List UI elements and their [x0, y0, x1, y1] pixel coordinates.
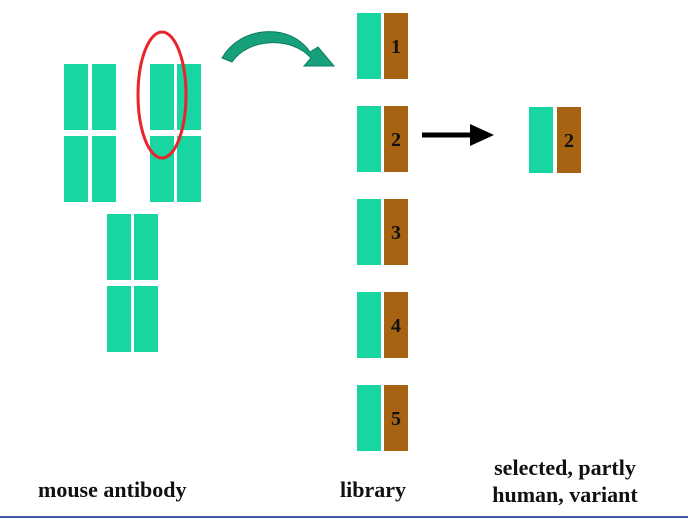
stem-lower-left [107, 286, 131, 352]
ellipse-highlight [136, 30, 188, 160]
library-item-label: 3 [391, 222, 401, 244]
library-item: 5 [357, 385, 408, 451]
right-arm-heavy-constant [150, 136, 174, 202]
right-arrow-icon [422, 124, 494, 146]
library-item: 4 [357, 292, 408, 358]
selected-human-segment [529, 107, 553, 173]
library-human-segment [357, 13, 381, 79]
caption-mouse-antibody: mouse antibody [38, 477, 187, 502]
library-item: 2 [357, 106, 408, 172]
left-arm-heavy-variable [64, 64, 88, 130]
library-item-label: 2 [391, 129, 401, 151]
left-arm-light-variable [92, 64, 116, 130]
mouse-antibody-structure [64, 64, 201, 352]
library-mouse-segment [384, 106, 408, 172]
library-mouse-segment [384, 385, 408, 451]
library-item-label: 5 [391, 408, 401, 430]
library-mouse-segment [384, 292, 408, 358]
library-human-segment [357, 292, 381, 358]
library-human-segment [357, 385, 381, 451]
selected-mouse-segment [557, 107, 581, 173]
left-arm-light-constant [92, 136, 116, 202]
library-stack: 1 2 3 4 5 [357, 13, 408, 451]
right-arm-light-constant [177, 136, 201, 202]
library-mouse-segment [384, 13, 408, 79]
curved-arrow-icon [221, 31, 336, 67]
right-arm-light-variable [177, 64, 201, 130]
library-human-segment [357, 106, 381, 172]
selected-variant: 2 [529, 107, 581, 173]
library-item-label: 4 [391, 315, 401, 337]
library-mouse-segment [384, 199, 408, 265]
caption-library: library [340, 477, 406, 502]
right-arm-heavy-variable [150, 64, 174, 130]
selected-label: 2 [564, 130, 574, 152]
library-item: 1 [357, 13, 408, 79]
stem-lower-right [134, 286, 158, 352]
caption-selected-line2: human, variant [492, 482, 638, 507]
left-arm-heavy-constant [64, 136, 88, 202]
caption-selected-line1: selected, partly [494, 455, 636, 480]
library-human-segment [357, 199, 381, 265]
stem-upper-left [107, 214, 131, 280]
bottom-divider [0, 516, 688, 518]
library-item-label: 1 [391, 36, 401, 58]
library-item: 3 [357, 199, 408, 265]
caption-selected: selected, partly human, variant [470, 454, 660, 508]
stem-upper-right [134, 214, 158, 280]
